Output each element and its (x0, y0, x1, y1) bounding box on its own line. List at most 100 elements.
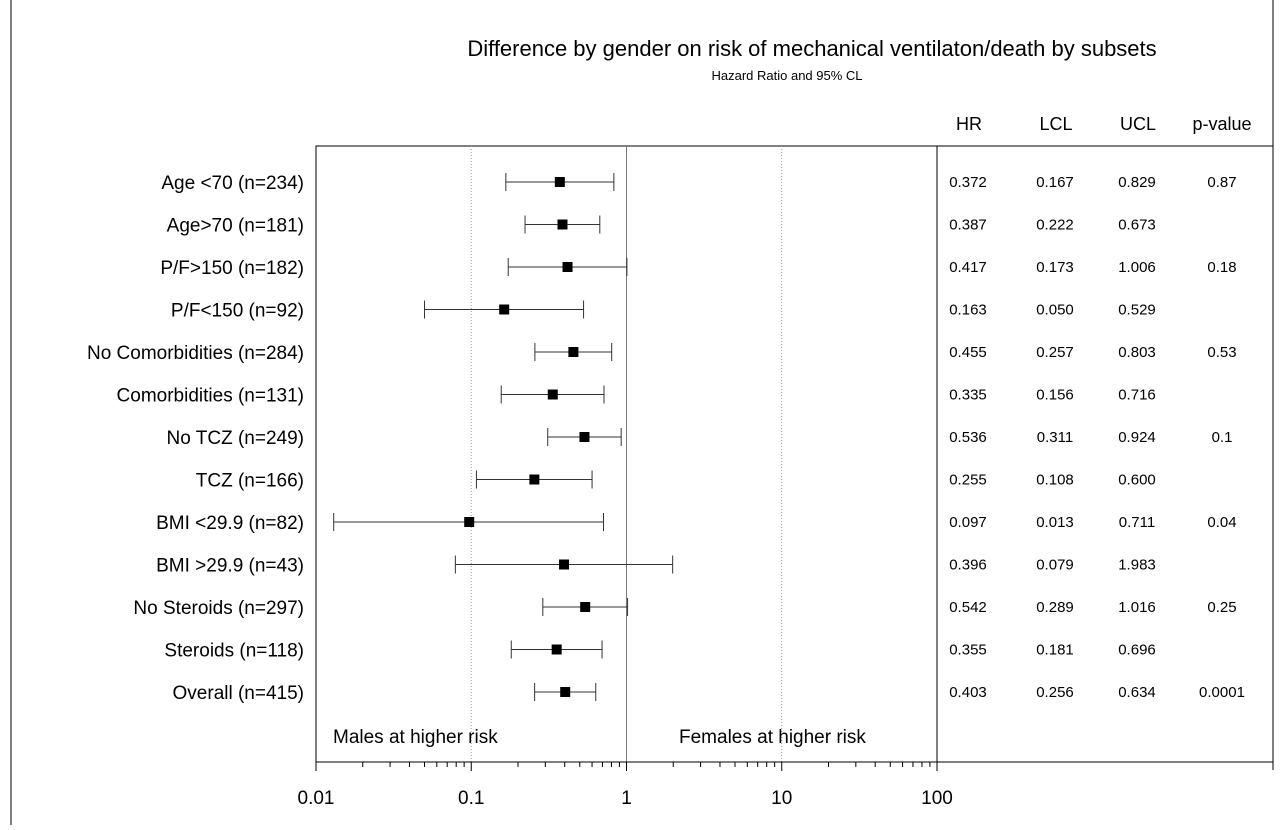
cell-ucl: 0.673 (1118, 217, 1156, 234)
cell-ucl: 0.924 (1118, 429, 1156, 446)
cell-ucl: 0.711 (1119, 514, 1155, 531)
row-label: Overall (n=415) (173, 683, 304, 704)
x-tick-label: 0.01 (298, 788, 335, 809)
hr-point (551, 644, 562, 655)
cell-ucl: 0.716 (1118, 387, 1156, 404)
row-label: Age <70 (n=234) (161, 173, 304, 194)
row-label: No Comorbidities (n=284) (87, 343, 304, 364)
hr-point (562, 262, 573, 272)
cell-ucl: 0.696 (1118, 642, 1156, 659)
cell-p: 0.25 (1207, 599, 1236, 616)
x-tick-label: 0.1 (458, 788, 484, 809)
x-tick-label: 100 (921, 788, 953, 809)
x-tick-label: 10 (771, 788, 792, 809)
table-column-headers: HR LCL UCL p-value (956, 114, 1252, 134)
x-axis: 0.01 0.1 1 10 100 (298, 761, 953, 809)
cell-p: 0.0001 (1199, 684, 1245, 701)
cell-ucl: 0.634 (1118, 684, 1156, 701)
hr-point (559, 559, 570, 570)
hr-point (499, 304, 510, 315)
forest-row: No Comorbidities (n=284) 0.455 0.257 0.803 0… (87, 343, 1237, 364)
cell-ucl: 1.006 (1118, 259, 1156, 276)
row-label: Age>70 (n=181) (167, 216, 304, 237)
forest-row: Comorbidities (n=131) 0.335 0.156 0.716 (117, 385, 1156, 407)
cell-ucl: 0.529 (1118, 302, 1156, 319)
cell-lcl: 0.013 (1036, 514, 1074, 531)
cell-lcl: 0.311 (1037, 429, 1073, 446)
cell-lcl: 0.173 (1036, 259, 1074, 276)
cell-ucl: 0.600 (1118, 472, 1156, 489)
cell-hr: 0.387 (949, 217, 987, 234)
cell-p: 0.1 (1212, 429, 1233, 446)
hr-point (554, 177, 565, 187)
forest-row: Age <70 (n=234) 0.372 0.167 0.829 0.87 (161, 173, 1237, 194)
forest-row: P/F<150 (n=92) 0.163 0.050 0.529 (171, 300, 1156, 322)
cell-lcl: 0.079 (1036, 557, 1074, 574)
cell-hr: 0.417 (949, 259, 987, 276)
forest-row: No TCZ (n=249) 0.536 0.311 0.924 0.1 (167, 428, 1233, 449)
column-header-hr: HR (956, 114, 982, 134)
cell-p: 0.18 (1207, 259, 1236, 276)
cell-lcl: 0.156 (1036, 387, 1074, 404)
forest-row: P/F>150 (n=182) 0.417 0.173 1.006 0.18 (160, 258, 1237, 279)
plot-area (315, 145, 1274, 763)
hr-point (560, 687, 571, 697)
cell-lcl: 0.181 (1036, 642, 1074, 659)
row-label: No TCZ (n=249) (167, 428, 304, 449)
row-label: BMI >29.9 (n=43) (156, 556, 304, 577)
cell-ucl: 1.983 (1118, 557, 1156, 574)
cell-hr: 0.372 (949, 174, 987, 191)
x-tick-label: 1 (621, 788, 632, 809)
cell-lcl: 0.222 (1036, 217, 1074, 234)
chart-subtitle: Hazard Ratio and 95% CL (711, 68, 862, 83)
forest-row: Overall (n=415) 0.403 0.256 0.634 0.0001 (173, 683, 1245, 704)
cell-hr: 0.403 (949, 684, 987, 701)
forest-row: Age>70 (n=181) 0.387 0.222 0.673 (167, 215, 1156, 237)
cell-p: 0.04 (1207, 514, 1236, 531)
cell-lcl: 0.289 (1036, 599, 1074, 616)
cell-hr: 0.542 (949, 599, 987, 616)
row-label: No Steroids (n=297) (133, 598, 304, 619)
cell-hr: 0.163 (949, 302, 987, 319)
annotation-males-higher-risk: Males at higher risk (333, 727, 498, 748)
forest-row: No Steroids (n=297) 0.542 0.289 1.016 0.25 (133, 598, 1237, 619)
hr-point (464, 517, 475, 527)
forest-row: BMI <29.9 (n=82) 0.097 0.013 0.711 0.04 (156, 513, 1237, 534)
cell-p: 0.53 (1207, 344, 1236, 361)
cell-lcl: 0.050 (1036, 302, 1074, 319)
cell-lcl: 0.257 (1036, 344, 1074, 361)
column-header-lcl: LCL (1039, 114, 1072, 134)
chart-title: Difference by gender on risk of mechanic… (467, 36, 1156, 61)
forest-row: BMI >29.9 (n=43) 0.396 0.079 1.983 (156, 555, 1156, 577)
hr-point (557, 219, 568, 230)
cell-lcl: 0.108 (1036, 472, 1074, 489)
cell-hr: 0.396 (949, 557, 987, 574)
forest-row: TCZ (n=166) 0.255 0.108 0.600 (196, 470, 1156, 492)
column-header-p: p-value (1192, 114, 1251, 134)
cell-ucl: 0.803 (1118, 344, 1156, 361)
hr-point (547, 389, 558, 400)
grid-lines (470, 146, 783, 762)
cell-hr: 0.455 (949, 344, 987, 361)
cell-hr: 0.097 (949, 514, 987, 531)
cell-lcl: 0.256 (1036, 684, 1074, 701)
cell-hr: 0.255 (949, 472, 987, 489)
cell-p: 0.87 (1207, 174, 1236, 191)
cell-lcl: 0.167 (1036, 174, 1074, 191)
hr-point (580, 602, 591, 612)
row-label: P/F>150 (n=182) (160, 258, 304, 279)
cell-hr: 0.536 (949, 429, 987, 446)
annotation-females-higher-risk: Females at higher risk (679, 727, 866, 748)
forest-row: Steroids (n=118) 0.355 0.181 0.696 (164, 640, 1156, 662)
forest-rows: Age <70 (n=234) 0.372 0.167 0.829 0.87 Age>70… (87, 173, 1245, 704)
row-label: P/F<150 (n=92) (171, 301, 304, 322)
row-label: Comorbidities (n=131) (117, 386, 304, 407)
column-header-ucl: UCL (1120, 114, 1156, 134)
cell-hr: 0.335 (949, 387, 987, 404)
row-label: Steroids (n=118) (164, 641, 304, 662)
cell-hr: 0.355 (949, 642, 987, 659)
hr-point (529, 474, 540, 485)
hr-point (579, 432, 590, 442)
